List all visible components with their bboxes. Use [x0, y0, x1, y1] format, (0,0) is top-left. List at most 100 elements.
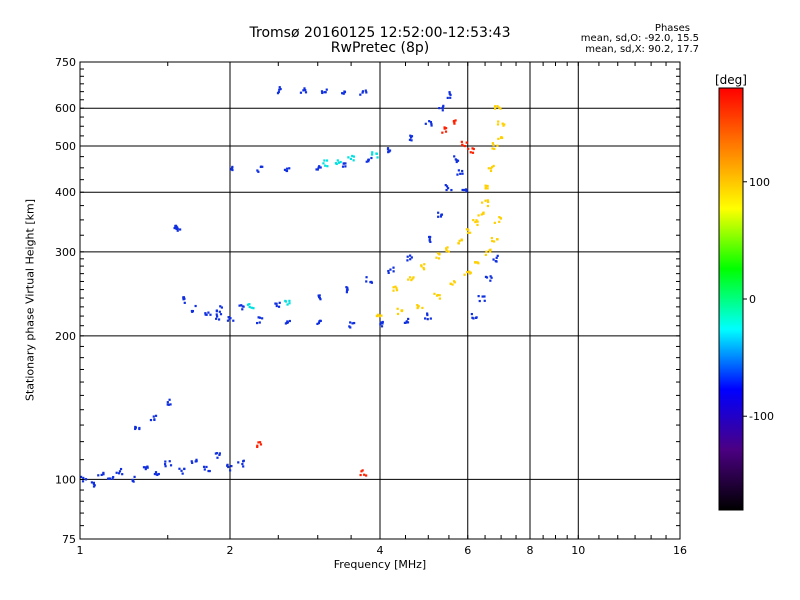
- data-point: [118, 470, 122, 473]
- data-point: [231, 168, 234, 172]
- data-point: [226, 463, 229, 466]
- data-point: [228, 318, 231, 321]
- data-point: [166, 403, 169, 406]
- data-point: [146, 465, 149, 468]
- data-point: [376, 313, 379, 316]
- data-point: [387, 269, 390, 273]
- data-point: [460, 140, 463, 143]
- data-point: [325, 159, 329, 162]
- data-point: [406, 255, 409, 258]
- data-point: [216, 456, 219, 459]
- data-point: [275, 302, 278, 305]
- data-point: [477, 262, 480, 265]
- data-point: [428, 238, 431, 241]
- data-point: [498, 220, 501, 223]
- data-point: [379, 321, 383, 324]
- data-point: [149, 418, 153, 422]
- data-point: [395, 289, 399, 292]
- data-point: [497, 120, 500, 123]
- data-point: [429, 235, 432, 239]
- data-point: [386, 147, 390, 150]
- data-point: [428, 120, 431, 123]
- data-point: [176, 229, 179, 232]
- data-point: [279, 87, 282, 91]
- data-point: [248, 305, 251, 309]
- data-point: [227, 316, 230, 319]
- data-point: [386, 148, 390, 151]
- data-point: [367, 160, 370, 163]
- data-point: [138, 426, 141, 430]
- data-point: [496, 105, 499, 108]
- data-point: [284, 300, 288, 303]
- data-point: [164, 460, 167, 463]
- y-tick-label: 75: [62, 533, 76, 546]
- data-point: [323, 159, 326, 162]
- colorbar-tick-label: 0: [749, 293, 756, 306]
- data-point: [410, 139, 413, 142]
- data-point: [486, 200, 490, 204]
- data-point: [345, 291, 348, 294]
- data-point: [202, 465, 206, 468]
- data-point: [459, 172, 462, 175]
- data-point: [257, 316, 260, 319]
- data-point: [410, 279, 413, 282]
- data-point: [380, 325, 384, 328]
- data-point: [256, 321, 259, 325]
- data-point: [503, 123, 506, 126]
- x-tick-label: 10: [571, 544, 585, 557]
- data-point: [242, 459, 245, 462]
- data-point: [209, 313, 212, 316]
- data-point: [498, 106, 501, 109]
- data-point: [494, 259, 497, 263]
- data-point: [442, 104, 445, 107]
- data-point: [108, 477, 111, 480]
- data-point: [429, 121, 433, 124]
- data-point: [175, 227, 178, 231]
- data-point: [176, 227, 179, 230]
- data-point: [476, 220, 479, 223]
- data-point: [154, 414, 158, 417]
- data-point: [242, 305, 245, 308]
- data-point: [274, 302, 277, 305]
- data-point: [278, 86, 281, 89]
- data-point: [422, 266, 425, 270]
- data-point: [485, 250, 488, 253]
- data-point: [359, 473, 362, 477]
- data-point: [370, 281, 374, 284]
- data-point: [304, 91, 308, 94]
- data-point: [438, 297, 442, 300]
- data-point: [448, 92, 451, 95]
- data-point: [400, 309, 403, 313]
- data-point: [478, 299, 481, 303]
- data-point: [480, 213, 483, 216]
- data-point: [436, 293, 440, 297]
- colorbar-gradient: [718, 87, 744, 511]
- data-point: [286, 320, 289, 323]
- data-point: [492, 164, 495, 168]
- data-point: [275, 304, 278, 308]
- data-point: [449, 282, 452, 285]
- data-point: [166, 401, 169, 404]
- data-point: [169, 403, 172, 406]
- data-point: [168, 398, 171, 401]
- data-point: [405, 320, 408, 323]
- data-point: [472, 219, 475, 222]
- data-point: [276, 92, 280, 95]
- data-point: [242, 465, 245, 468]
- x-axis-label: Frequency [MHz]: [333, 558, 427, 571]
- data-point: [257, 441, 260, 444]
- data-point: [468, 270, 471, 273]
- data-point: [344, 165, 347, 168]
- data-point: [347, 156, 350, 159]
- y-tick-label: 750: [55, 56, 76, 69]
- data-point: [421, 306, 424, 310]
- data-point: [164, 465, 167, 468]
- data-point: [430, 122, 433, 126]
- data-point: [378, 315, 381, 318]
- data-point: [471, 151, 475, 154]
- data-point: [492, 258, 495, 261]
- data-point: [412, 276, 415, 279]
- data-point: [326, 165, 329, 168]
- data-point: [456, 159, 460, 162]
- data-point: [430, 124, 433, 127]
